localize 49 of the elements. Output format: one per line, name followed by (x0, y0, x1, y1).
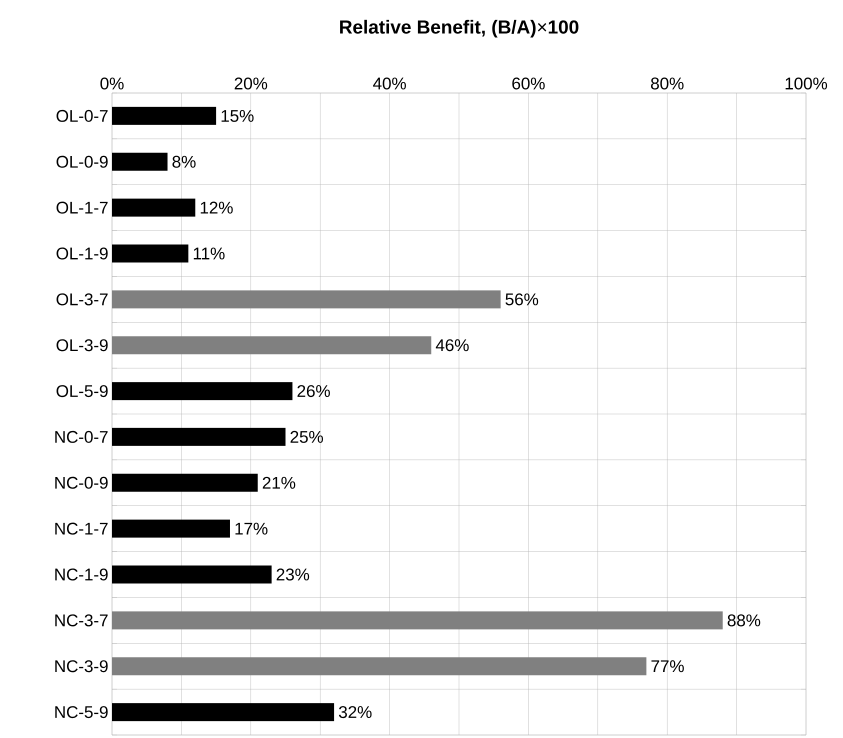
bar (112, 336, 432, 354)
y-tick-label: OL-3-9 (56, 339, 108, 352)
data-label: 88% (728, 614, 760, 626)
data-label: 11% (194, 248, 225, 260)
x-tick-label: 100% (786, 77, 828, 90)
bar (112, 611, 723, 630)
bar (112, 244, 188, 263)
bar (112, 290, 501, 308)
data-label: 21% (262, 476, 296, 489)
data-label: 23% (276, 568, 310, 581)
bar (112, 428, 286, 446)
data-label: 32% (338, 706, 372, 718)
y-tick-label: OL-3-7 (56, 293, 108, 306)
y-tick-label: NC-1-9 (55, 568, 108, 581)
data-label: 25% (290, 430, 323, 443)
y-tick-label: NC-3-9 (55, 660, 108, 672)
x-tick-label: 40% (373, 77, 406, 90)
bar (112, 520, 230, 538)
x-tick-label: 60% (512, 77, 545, 90)
data-label: 26% (298, 385, 330, 398)
y-tick-label: NC-1-7 (55, 522, 108, 535)
x-axis-title: Relative Benefit, (B/A)×100 (340, 20, 578, 38)
x-tick-label: 80% (650, 77, 684, 90)
data-label: 56% (506, 293, 538, 306)
data-label: 8% (172, 156, 196, 168)
bar (112, 566, 272, 584)
y-tick-label: OL-0-7 (56, 110, 108, 122)
x-tick-label: 0% (100, 77, 124, 90)
data-label: 17% (235, 522, 268, 535)
y-tick-label: NC-5-9 (55, 706, 108, 718)
bar (112, 152, 168, 171)
bar (112, 703, 334, 722)
y-tick-label: OL-1-9 (56, 248, 108, 260)
data-label: 46% (436, 339, 469, 352)
bar (112, 106, 216, 125)
y-tick-label: OL-5-9 (56, 385, 108, 398)
y-tick-label: NC-0-7 (55, 430, 108, 443)
bar (112, 382, 292, 400)
bar (112, 198, 196, 217)
bar (112, 474, 258, 492)
y-tick-label: NC-3-7 (55, 614, 108, 626)
data-label: 12% (200, 202, 233, 214)
x-tick-label: 20% (234, 77, 268, 90)
bar (112, 657, 646, 676)
data-label: 15% (222, 110, 254, 122)
data-label: 77% (651, 660, 684, 672)
y-tick-label: NC-0-9 (55, 476, 108, 489)
y-tick-label: OL-0-9 (56, 156, 108, 168)
y-tick-label: OL-1-7 (56, 202, 108, 214)
